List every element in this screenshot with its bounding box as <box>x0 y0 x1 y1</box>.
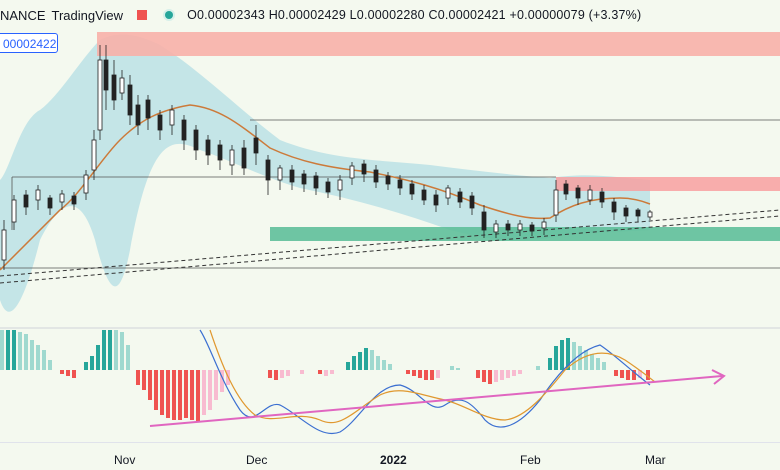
resistance-zone <box>97 32 780 56</box>
market-status-icon <box>165 11 174 19</box>
arrow-head <box>711 369 726 385</box>
brand-label: TradingView <box>51 7 124 23</box>
axis-label-dec: Dec <box>246 453 268 467</box>
axis-label-2022: 2022 <box>380 453 407 467</box>
symbol-label[interactable]: NANCE <box>0 7 46 23</box>
time-axis[interactable]: Nov Dec 2022 Feb Mar <box>0 442 780 470</box>
axis-label-nov: Nov <box>114 453 136 467</box>
dashed-trendline <box>0 209 780 277</box>
support-zone <box>270 227 780 241</box>
candles <box>1 45 653 270</box>
flag-icon[interactable] <box>137 10 148 20</box>
axis-label-feb: Feb <box>520 453 541 467</box>
dashed-trendline <box>0 215 780 284</box>
macd-histogram <box>0 330 650 422</box>
bollinger-band <box>0 34 650 312</box>
trendline-arrow <box>149 375 723 427</box>
price-tag: 00002422 <box>0 33 58 53</box>
resistance-zone-right <box>556 177 780 191</box>
macd-line <box>199 329 651 435</box>
header-bar: NANCE TradingView O0.00002343 H0.0000242… <box>0 0 780 30</box>
axis-label-mar: Mar <box>645 453 666 467</box>
ohlc-readout: O0.00002343 H0.00002429 L0.00002280 C0.0… <box>187 8 642 22</box>
